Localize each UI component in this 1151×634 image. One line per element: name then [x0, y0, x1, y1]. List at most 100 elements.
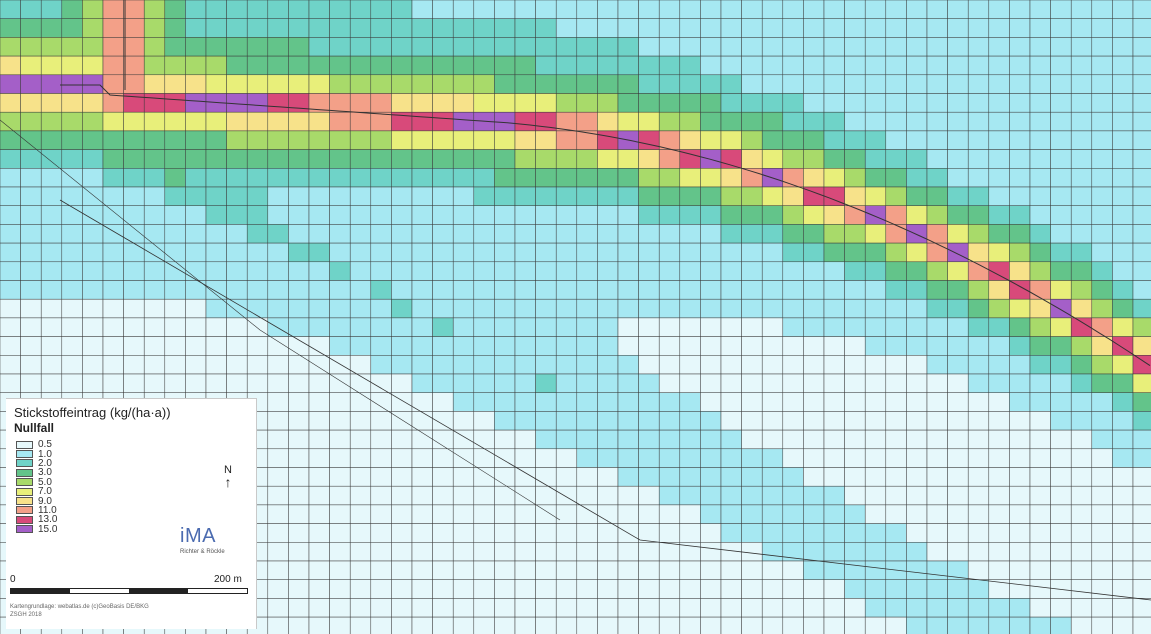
grid-cell: [102, 355, 124, 375]
grid-cell: [411, 598, 433, 618]
grid-cell: [906, 18, 928, 38]
grid-cell: [844, 186, 866, 206]
grid-cell: [700, 392, 722, 412]
grid-cell: [1050, 485, 1072, 506]
grid-cell: [432, 598, 454, 618]
grid-cell: [761, 429, 784, 450]
grid-cell: [452, 111, 475, 132]
grid-cell: [617, 485, 639, 506]
grid-cell: [638, 74, 660, 94]
grid-cell: [329, 542, 351, 562]
grid-cell: [1132, 560, 1151, 580]
grid-cell: [308, 373, 330, 393]
grid-cell: [658, 448, 681, 468]
grid-cell: [494, 111, 516, 132]
grid-cell: [452, 205, 475, 225]
grid-cell: [576, 317, 598, 337]
grid-cell: [20, 130, 42, 150]
grid-cell: [597, 579, 619, 599]
grid-cell: [391, 18, 413, 38]
grid-cell: [432, 242, 454, 263]
grid-cell: [61, 336, 83, 356]
grid-cell: [1091, 504, 1113, 524]
grid-cell: [370, 261, 392, 281]
grid-cell: [761, 280, 784, 300]
grid-cell: [720, 261, 742, 281]
grid-cell: [617, 504, 639, 524]
grid-cell: [329, 579, 351, 599]
grid-cell: [720, 373, 742, 393]
grid-cell: [1070, 598, 1093, 618]
grid-cell: [967, 37, 990, 57]
grid-cell: [164, 224, 186, 244]
grid-cell: [720, 130, 742, 150]
grid-cell: [0, 373, 21, 393]
grid-cell: [411, 186, 433, 206]
grid-cell: [143, 205, 166, 225]
grid-cell: [1091, 429, 1113, 450]
grid-cell: [494, 224, 516, 244]
grid-cell: [988, 168, 1010, 188]
grid-cell: [741, 523, 763, 543]
legend-item: 15.0: [16, 524, 57, 534]
grid-cell: [411, 467, 433, 487]
grid-cell: [967, 392, 990, 412]
grid-cell: [1009, 205, 1031, 225]
grid-cell: [658, 298, 681, 319]
grid-cell: [782, 0, 804, 19]
grid-cell: [597, 93, 619, 113]
grid-cell: [700, 448, 722, 468]
grid-cell: [1009, 130, 1031, 150]
grid-cell: [741, 224, 763, 244]
grid-cell: [349, 93, 372, 113]
grid-cell: [700, 317, 722, 337]
grid-cell: [720, 616, 742, 634]
grid-cell: [61, 298, 83, 319]
grid-cell: [638, 392, 660, 412]
grid-cell: [1009, 149, 1031, 169]
grid-cell: [411, 523, 433, 543]
grid-cell: [452, 542, 475, 562]
grid-cell: [494, 355, 516, 375]
grid-cell: [1070, 317, 1093, 337]
grid-cell: [782, 261, 804, 281]
grid-cell: [1091, 411, 1113, 431]
legend-item: 9.0: [16, 496, 57, 506]
ima-logo: iMA Richter & Röckle: [180, 525, 225, 555]
grid-cell: [391, 392, 413, 412]
grid-cell: [803, 0, 825, 19]
grid-cell: [823, 429, 845, 450]
grid-cell: [864, 429, 887, 450]
grid-cell: [40, 18, 63, 38]
grid-cell: [906, 373, 928, 393]
scale-start-label: 0: [10, 574, 16, 585]
grid-cell: [473, 298, 495, 319]
grid-cell: [1091, 392, 1113, 412]
grid-cell: [782, 186, 804, 206]
grid-cell: [720, 18, 742, 38]
grid-cell: [1112, 205, 1134, 225]
grid-cell: [864, 149, 887, 169]
north-arrow: N ↑: [220, 464, 236, 490]
credit-line-1: Kartengrundlage: webatlas.de (c)GeoBasis…: [10, 604, 149, 610]
grid-cell: [329, 467, 351, 487]
grid-cell: [947, 168, 969, 188]
grid-cell: [288, 336, 310, 356]
grid-cell: [700, 186, 722, 206]
grid-cell: [329, 261, 351, 281]
grid-cell: [741, 598, 763, 618]
grid-cell: [864, 0, 887, 19]
grid-cell: [1132, 542, 1151, 562]
grid-cell: [1091, 74, 1113, 94]
grid-cell: [597, 130, 619, 150]
grid-cell: [844, 616, 866, 634]
grid-cell: [761, 373, 784, 393]
grid-cell: [40, 0, 63, 19]
grid-cell: [432, 485, 454, 506]
grid-cell: [1070, 504, 1093, 524]
grid-cell: [1070, 224, 1093, 244]
grid-cell: [432, 298, 454, 319]
grid-cell: [658, 205, 681, 225]
grid-cell: [226, 280, 248, 300]
legend-swatch: [16, 515, 33, 524]
